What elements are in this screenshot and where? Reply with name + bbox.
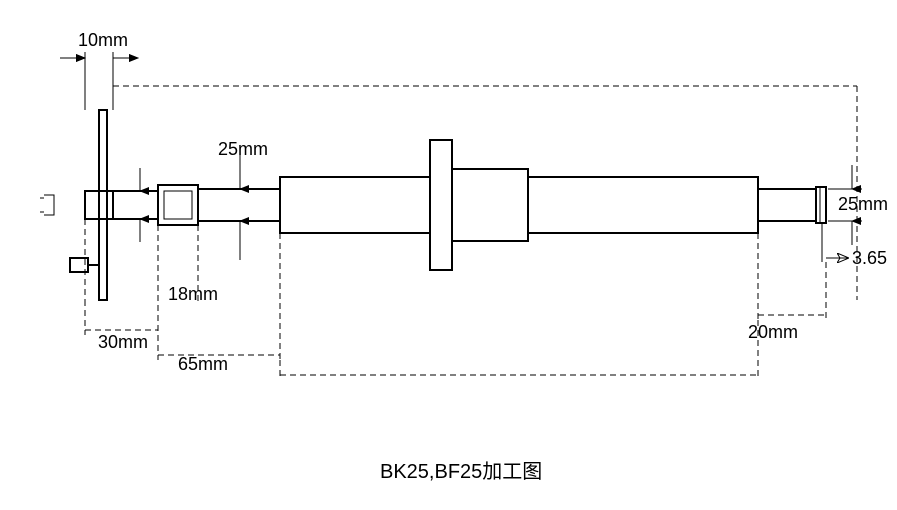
dim-25mm-tail-label: 25mm [838, 194, 888, 214]
dim-3p65-label: 3.65 [852, 248, 887, 268]
dim-65mm-label: 65mm [178, 354, 228, 374]
drawing-title: BK25,BF25加工图 [380, 460, 542, 483]
dim-25mm-tail: 25mm [828, 165, 888, 245]
dim-20mm: 20mm [748, 233, 826, 342]
dim-10mm: 10mm [60, 30, 138, 110]
flange-body [452, 169, 528, 241]
flange-disc [430, 140, 452, 270]
drawing-canvas: 10mm 25mm 25mm 3.65 18mm [0, 0, 897, 510]
dim-25mm-mid-label: 25mm [218, 139, 268, 159]
dim-3p65: 3.65 [822, 223, 887, 268]
dim-20mm-label: 20mm [748, 322, 798, 342]
seg-tail [758, 189, 820, 221]
dim-18mm: 18mm [158, 225, 218, 305]
dim-30mm-label: 30mm [98, 332, 148, 352]
shaft-assembly [40, 110, 826, 300]
handwheel [40, 110, 113, 300]
dim-30mm: 30mm [85, 300, 158, 352]
seg-cap [816, 187, 826, 223]
dim-10mm-label: 10mm [78, 30, 128, 50]
seg-mid [198, 189, 280, 221]
dim-18mm-label: 18mm [168, 284, 218, 304]
seg-small [113, 191, 158, 219]
